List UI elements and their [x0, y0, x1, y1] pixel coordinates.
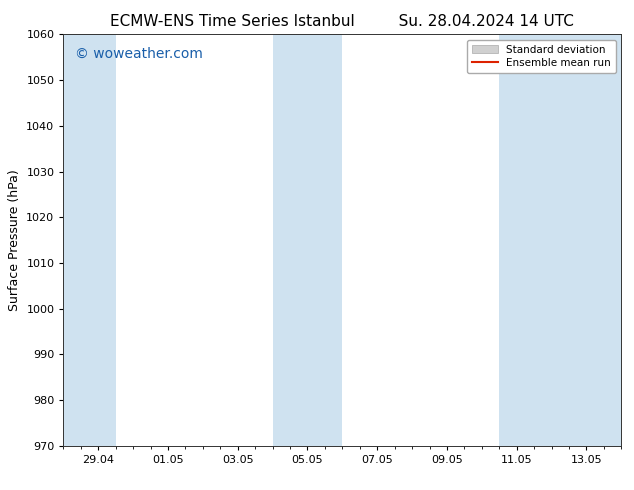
Text: © woweather.com: © woweather.com — [75, 47, 202, 61]
Title: ECMW-ENS Time Series Istanbul         Su. 28.04.2024 14 UTC: ECMW-ENS Time Series Istanbul Su. 28.04.… — [110, 14, 574, 29]
Bar — [500, 34, 621, 446]
Bar — [273, 34, 342, 446]
Bar — [63, 34, 115, 446]
Legend: Standard deviation, Ensemble mean run: Standard deviation, Ensemble mean run — [467, 40, 616, 73]
Y-axis label: Surface Pressure (hPa): Surface Pressure (hPa) — [8, 169, 21, 311]
